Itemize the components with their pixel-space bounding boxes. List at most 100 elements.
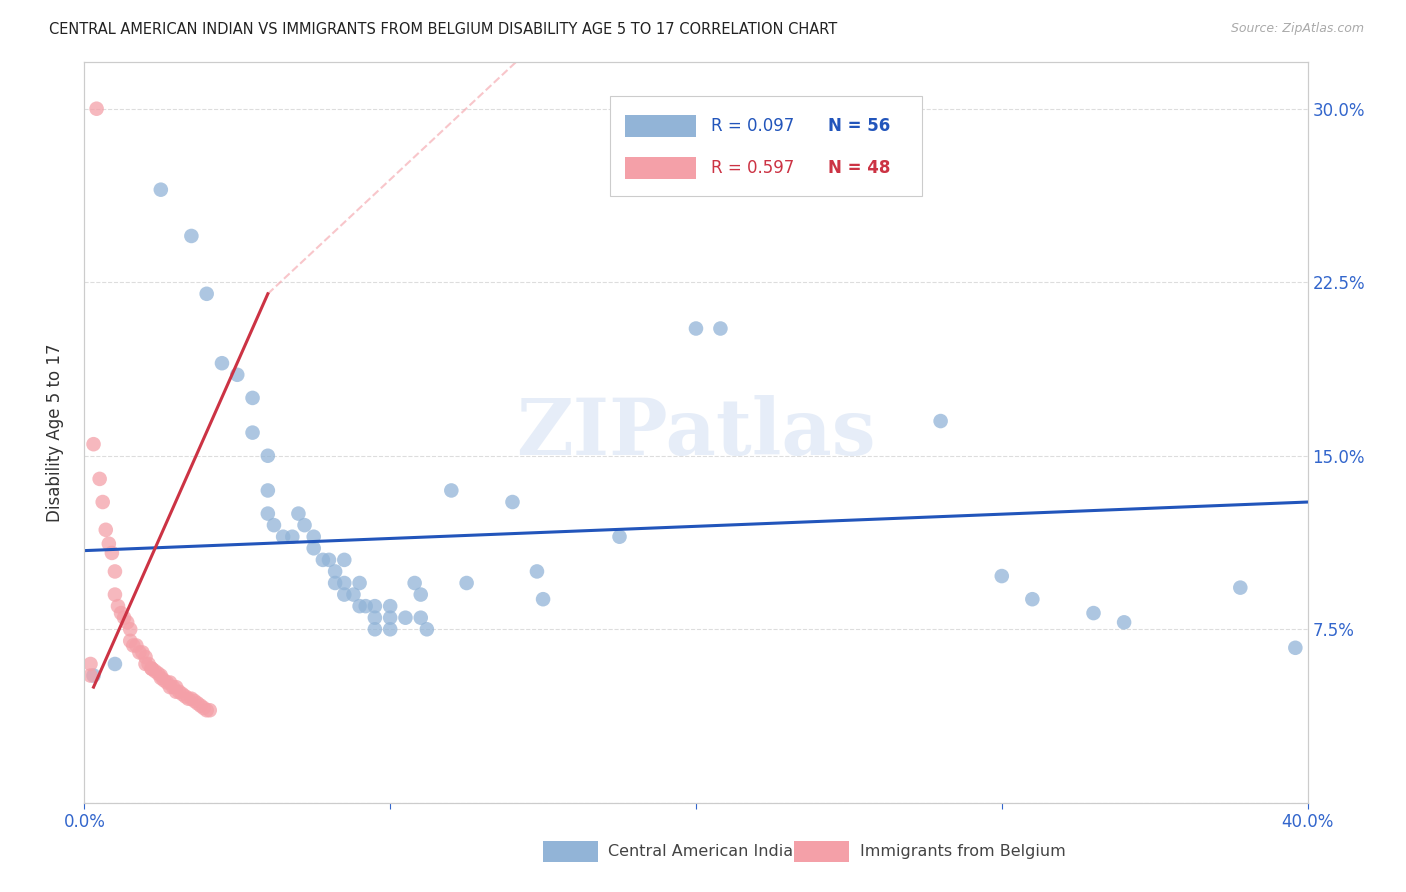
Text: CENTRAL AMERICAN INDIAN VS IMMIGRANTS FROM BELGIUM DISABILITY AGE 5 TO 17 CORREL: CENTRAL AMERICAN INDIAN VS IMMIGRANTS FR… xyxy=(49,22,838,37)
Point xyxy=(349,576,371,591)
Point xyxy=(1083,606,1105,620)
Point xyxy=(149,671,172,685)
Point xyxy=(141,662,163,676)
Point xyxy=(193,701,215,715)
Point xyxy=(333,553,356,567)
Point xyxy=(135,657,157,671)
Point xyxy=(79,668,101,682)
Point xyxy=(183,694,205,708)
Point xyxy=(186,696,208,710)
Point xyxy=(91,495,114,509)
Point xyxy=(409,588,432,602)
Point xyxy=(128,645,150,659)
Point xyxy=(318,553,340,567)
Point xyxy=(149,183,172,197)
Point xyxy=(198,703,221,717)
Point xyxy=(131,645,153,659)
Point xyxy=(1021,592,1043,607)
Point xyxy=(685,321,707,335)
Point xyxy=(929,414,952,428)
Point xyxy=(162,680,184,694)
Point xyxy=(97,536,120,550)
Point xyxy=(120,622,142,636)
Point xyxy=(159,680,181,694)
Point xyxy=(143,664,166,678)
FancyBboxPatch shape xyxy=(610,95,922,195)
Point xyxy=(394,610,416,624)
Point xyxy=(263,518,285,533)
Point xyxy=(257,483,280,498)
Point xyxy=(211,356,233,370)
Point xyxy=(156,675,179,690)
Text: R = 0.097: R = 0.097 xyxy=(710,117,794,135)
Point xyxy=(195,286,218,301)
Point xyxy=(349,599,371,614)
Point xyxy=(287,507,309,521)
Point xyxy=(333,576,356,591)
Point xyxy=(257,449,280,463)
Text: Central American Indians: Central American Indians xyxy=(607,844,811,859)
Point xyxy=(190,698,212,713)
Point xyxy=(83,437,105,451)
Point xyxy=(120,633,142,648)
Text: R = 0.597: R = 0.597 xyxy=(710,160,794,178)
Point xyxy=(146,666,169,681)
Point xyxy=(141,662,163,676)
Point xyxy=(153,673,176,688)
Point xyxy=(364,610,387,624)
Point xyxy=(83,668,105,682)
Point xyxy=(115,615,138,630)
Point xyxy=(709,321,731,335)
Point xyxy=(380,622,402,636)
Point xyxy=(86,102,108,116)
Point xyxy=(991,569,1014,583)
Point xyxy=(1284,640,1306,655)
Point xyxy=(159,675,181,690)
Point xyxy=(149,668,172,682)
Point xyxy=(242,425,264,440)
Point xyxy=(364,622,387,636)
Point xyxy=(94,523,117,537)
Point xyxy=(271,530,294,544)
Point xyxy=(89,472,111,486)
Point xyxy=(125,639,148,653)
Point xyxy=(122,639,145,653)
Text: N = 56: N = 56 xyxy=(828,117,890,135)
Point xyxy=(294,518,316,533)
Point xyxy=(526,565,548,579)
Point xyxy=(226,368,249,382)
Point xyxy=(104,588,127,602)
Point xyxy=(312,553,335,567)
Point xyxy=(416,622,439,636)
Point xyxy=(323,576,346,591)
Point xyxy=(174,690,197,704)
Point xyxy=(167,685,190,699)
Point xyxy=(502,495,524,509)
Point xyxy=(609,530,631,544)
Point xyxy=(440,483,463,498)
Point xyxy=(177,691,200,706)
Point xyxy=(180,691,202,706)
Point xyxy=(257,507,280,521)
Point xyxy=(165,680,187,694)
Point xyxy=(302,530,325,544)
Point xyxy=(172,687,194,701)
Point xyxy=(79,657,101,671)
Point xyxy=(1229,581,1251,595)
Point xyxy=(323,565,346,579)
Point xyxy=(195,703,218,717)
Point xyxy=(138,657,160,671)
Point xyxy=(380,610,402,624)
Point xyxy=(364,599,387,614)
Point xyxy=(104,657,127,671)
Bar xyxy=(543,841,598,862)
Point xyxy=(333,588,356,602)
Point xyxy=(101,546,124,560)
Point xyxy=(354,599,377,614)
Point xyxy=(531,592,554,607)
Point xyxy=(165,685,187,699)
Point xyxy=(1114,615,1136,630)
Bar xyxy=(626,157,696,179)
Point xyxy=(107,599,129,614)
Text: Immigrants from Belgium: Immigrants from Belgium xyxy=(860,844,1066,859)
